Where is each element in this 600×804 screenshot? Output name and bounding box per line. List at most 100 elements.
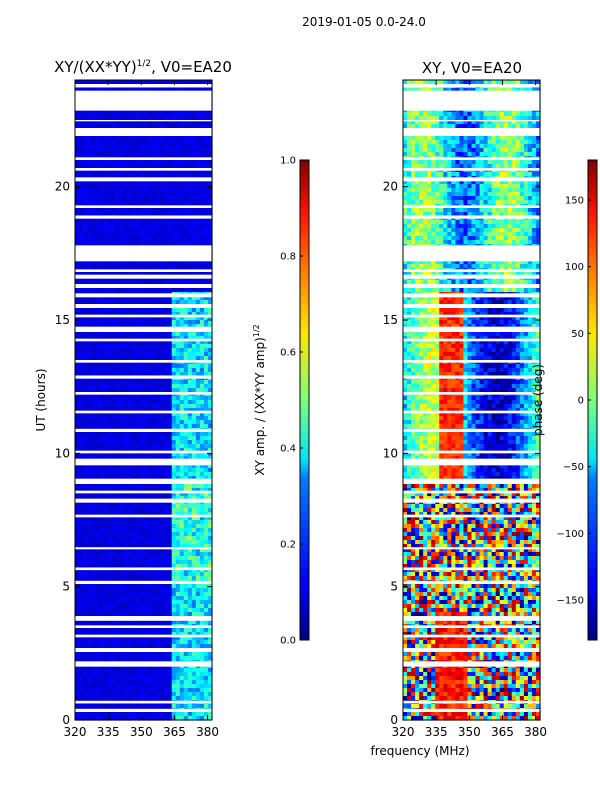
amp-cell xyxy=(139,468,145,473)
amp-cell xyxy=(111,484,116,489)
amp-cell xyxy=(79,280,84,285)
amp-cell xyxy=(91,404,96,409)
amp-cell xyxy=(147,592,153,597)
amp-cell xyxy=(131,548,137,553)
amp-cell xyxy=(99,344,104,349)
amp-cell xyxy=(99,564,104,569)
amp-cell xyxy=(151,620,157,625)
amp-cell xyxy=(207,652,213,657)
amp-cell xyxy=(195,572,201,577)
amp-cell xyxy=(111,136,116,141)
amp-cell xyxy=(83,296,88,301)
amp-cell xyxy=(111,496,116,501)
amp-cell xyxy=(195,368,201,373)
amp-cell xyxy=(203,336,209,341)
amp-cell xyxy=(95,536,100,541)
amp-cell xyxy=(195,192,201,197)
amp-cell xyxy=(207,536,213,541)
amp-cell xyxy=(183,556,189,561)
amp-cell xyxy=(111,236,116,241)
amp-cell xyxy=(175,476,181,481)
amp-cell xyxy=(91,380,96,385)
amp-cell xyxy=(151,336,157,341)
amp-cell xyxy=(107,272,112,277)
amp-cell xyxy=(95,456,100,461)
amp-cell xyxy=(83,212,88,217)
amp-cell xyxy=(151,636,157,641)
amp-cell xyxy=(187,152,193,157)
amp-cell xyxy=(203,408,209,413)
amp-cell xyxy=(175,208,181,213)
amp-cell xyxy=(75,564,80,569)
amp-cell xyxy=(171,484,177,489)
amp-cell xyxy=(95,340,100,345)
amp-cell xyxy=(147,280,153,285)
amp-cell xyxy=(99,224,104,229)
amp-cell xyxy=(91,144,96,149)
amp-cell xyxy=(107,452,112,457)
amp-cell xyxy=(175,120,181,125)
amp-cell xyxy=(195,476,201,481)
amp-cell xyxy=(79,512,84,517)
amp-cell xyxy=(171,152,177,157)
amp-cell xyxy=(103,464,108,469)
amp-cell xyxy=(111,264,116,269)
amp-cell xyxy=(127,440,133,445)
amp-cell xyxy=(199,432,205,437)
amp-cell xyxy=(147,260,153,265)
amp-cell xyxy=(103,332,108,337)
amp-cell xyxy=(163,324,169,329)
amp-cell xyxy=(159,200,165,205)
amp-cell xyxy=(167,336,173,341)
amp-cell xyxy=(115,572,120,577)
amp-cell xyxy=(75,220,80,225)
amp-cell xyxy=(143,88,149,93)
amp-cell xyxy=(171,124,177,129)
amp-cell xyxy=(159,476,165,481)
amp-cell xyxy=(199,564,205,569)
amp-cell xyxy=(135,608,141,613)
amp-cell xyxy=(123,260,128,265)
amp-cell xyxy=(119,448,124,453)
amp-cell xyxy=(155,120,161,125)
amp-cell xyxy=(147,200,153,205)
amp-cell xyxy=(79,620,84,625)
amp-cell xyxy=(83,636,88,641)
amp-cell xyxy=(111,260,116,265)
amp-cell xyxy=(155,568,161,573)
amp-cell xyxy=(79,632,84,637)
amp-cell xyxy=(195,364,201,369)
amp-cell xyxy=(187,620,193,625)
amp-cell xyxy=(199,220,205,225)
amp-cell xyxy=(99,280,104,285)
amp-cell xyxy=(135,316,141,321)
amp-cell xyxy=(159,164,165,169)
amp-cell xyxy=(87,420,92,425)
amp-cell xyxy=(123,436,128,441)
amp-cell xyxy=(183,524,189,529)
amp-cell xyxy=(143,488,149,493)
amp-cell xyxy=(155,88,161,93)
amp-cell xyxy=(123,472,128,477)
amp-cell xyxy=(107,504,112,509)
amp-cell xyxy=(103,324,108,329)
amp-cell xyxy=(111,508,116,513)
amp-cell xyxy=(183,448,189,453)
amp-cell xyxy=(167,296,173,301)
amp-cell xyxy=(83,88,88,93)
amp-cell xyxy=(83,504,88,509)
amp-cell xyxy=(175,364,181,369)
amp-cell xyxy=(163,344,169,349)
amp-cell xyxy=(103,312,108,317)
amp-cell xyxy=(75,280,80,285)
amp-cell xyxy=(119,80,124,85)
amp-cell xyxy=(143,148,149,153)
amp-cell xyxy=(207,452,213,457)
amp-cell xyxy=(179,628,185,633)
amp-cell xyxy=(179,564,185,569)
amp-cell xyxy=(175,592,181,597)
amp-cell xyxy=(175,332,181,337)
amp-cell xyxy=(163,408,169,413)
amp-cell xyxy=(187,588,193,593)
amp-cell xyxy=(83,180,88,185)
